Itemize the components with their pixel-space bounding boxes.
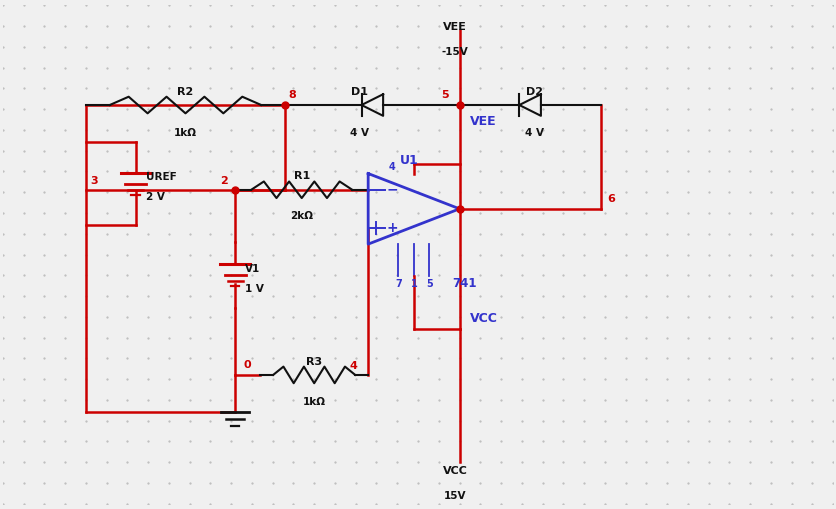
- Text: 0: 0: [243, 360, 252, 370]
- Text: 1 V: 1 V: [245, 284, 264, 294]
- Text: 6: 6: [607, 194, 615, 204]
- Text: 741: 741: [452, 277, 477, 290]
- Text: R1: R1: [293, 172, 310, 182]
- Text: 4 V: 4 V: [525, 128, 543, 138]
- Text: 4: 4: [389, 162, 395, 172]
- Text: D2: D2: [526, 87, 543, 97]
- Text: 8: 8: [288, 90, 296, 100]
- Text: VEE: VEE: [470, 115, 496, 128]
- Text: 3: 3: [91, 177, 99, 186]
- Text: 2 V: 2 V: [145, 192, 165, 202]
- Text: R3: R3: [306, 357, 322, 366]
- Text: 1kΩ: 1kΩ: [303, 397, 326, 407]
- Text: V1: V1: [245, 264, 261, 274]
- Text: VCC: VCC: [443, 466, 468, 476]
- Text: −: −: [386, 183, 398, 197]
- Text: 2: 2: [221, 177, 228, 186]
- Text: 7: 7: [395, 279, 401, 289]
- Text: 1: 1: [410, 279, 417, 289]
- Text: 15V: 15V: [444, 491, 466, 501]
- Text: UREF: UREF: [145, 172, 176, 182]
- Text: VEE: VEE: [443, 22, 467, 32]
- Text: R2: R2: [177, 87, 194, 97]
- Text: 5: 5: [426, 279, 433, 289]
- Text: D1: D1: [351, 87, 369, 97]
- Text: U1: U1: [400, 154, 419, 167]
- Text: -15V: -15V: [442, 47, 469, 57]
- Text: 4: 4: [350, 361, 358, 371]
- Text: 2kΩ: 2kΩ: [290, 211, 314, 221]
- Text: +: +: [386, 221, 398, 235]
- Text: 5: 5: [441, 90, 449, 100]
- Text: VCC: VCC: [470, 312, 497, 325]
- Text: 1kΩ: 1kΩ: [174, 128, 197, 138]
- Text: 4 V: 4 V: [350, 128, 370, 138]
